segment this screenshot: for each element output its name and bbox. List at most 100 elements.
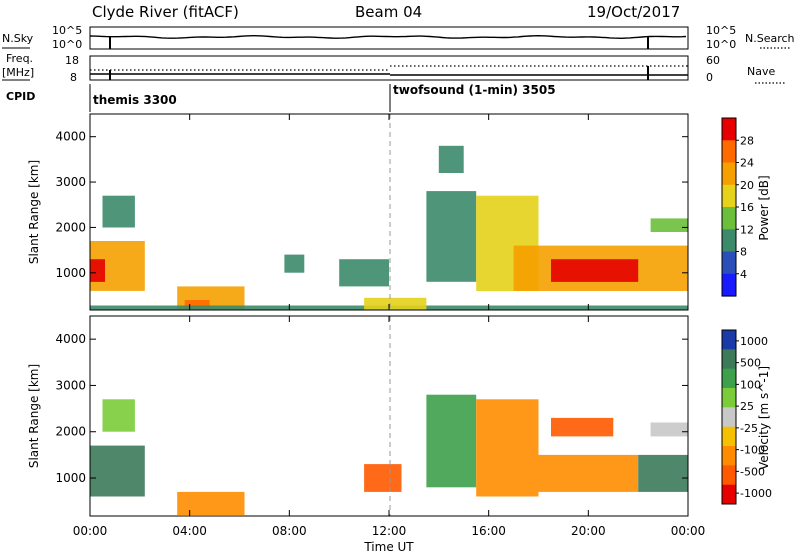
power-ytick-label: 3000 xyxy=(55,175,86,189)
power-ylabel: Slant Range [km] xyxy=(27,160,41,264)
velocity-colorbar-swatch xyxy=(722,349,736,370)
velocity-region-4 xyxy=(426,394,477,488)
velocity-colorbar-swatch xyxy=(722,484,736,505)
nsearch-tick-top: 10^5 xyxy=(706,24,736,37)
beam-title: Beam 04 xyxy=(355,3,422,21)
velocity-region-5 xyxy=(476,399,539,497)
velocity-region-3 xyxy=(364,464,402,492)
power-region-13 xyxy=(650,218,688,232)
cpid-label: CPID xyxy=(6,90,35,103)
nsky-tick-bottom: 10^0 xyxy=(52,38,82,51)
power-ytick-label: 2000 xyxy=(55,220,86,234)
x-tick-label: 08:00 xyxy=(272,524,307,538)
freq-panel xyxy=(89,55,689,81)
velocity-y-axis: 1000 2000 3000 4000 xyxy=(55,332,688,485)
nave-tick-bottom: 0 xyxy=(706,71,713,84)
velocity-ytick-label: 1000 xyxy=(55,471,86,485)
freq-label: Freq. xyxy=(6,52,33,65)
power-colorbar-label: Power [dB] xyxy=(757,175,771,240)
power-colorbar-tick-label: 24 xyxy=(740,157,754,170)
velocity-colorbar-tick-label: 100 xyxy=(740,378,761,391)
velocity-colorbar-tick-label: -25 xyxy=(740,422,758,435)
velocity-ytick-label: 3000 xyxy=(55,378,86,392)
x-axis: 00:00 04:00 08:00 12:00 16:00 20:00 00:00 xyxy=(73,114,706,538)
power-colorbar-tick-label: 16 xyxy=(740,201,754,214)
cpid-name-1: themis 3300 xyxy=(93,93,177,107)
velocity-ytick-label: 2000 xyxy=(55,425,86,439)
power-region-1 xyxy=(90,259,105,282)
nsearch-tick-bottom: 10^0 xyxy=(706,38,736,51)
x-tick-label: 00:00 xyxy=(73,524,108,538)
power-colorbar-swatch xyxy=(722,207,736,230)
nsearch-label: N.Search xyxy=(745,32,795,45)
velocity-colorbar-tick-label: 500 xyxy=(740,357,761,370)
velocity-region-0 xyxy=(90,445,145,497)
velocity-region-1 xyxy=(102,399,135,432)
velocity-colorbar-tick-label: 1000 xyxy=(740,335,768,348)
velocity-colorbar-swatch xyxy=(722,446,736,466)
power-colorbar-swatch xyxy=(722,162,736,186)
power-colorbar-tick-label: 8 xyxy=(740,246,747,259)
cpid-name-2: twofsound (1-min) 3505 xyxy=(393,83,556,97)
power-colorbar-swatch xyxy=(722,229,736,253)
power-colorbar-swatch xyxy=(722,184,736,208)
power-colorbar-swatch xyxy=(722,140,736,164)
velocity-region-8 xyxy=(638,454,688,492)
nsky-trace xyxy=(89,34,687,40)
x-tick-label: 12:00 xyxy=(372,524,407,538)
power-colorbar-tick-label: 28 xyxy=(740,134,754,147)
power-colorbar-tick-label: 20 xyxy=(740,179,754,192)
power-ytick-label: 1000 xyxy=(55,266,86,280)
nsky-panel xyxy=(89,26,689,50)
power-region-9 xyxy=(426,191,477,282)
nave-tick-top: 60 xyxy=(706,54,720,67)
freq-tick-top: 18 xyxy=(65,54,79,67)
velocity-colorbar-tick-label: -1000 xyxy=(740,487,772,500)
x-tick-label: 20:00 xyxy=(571,524,606,538)
power-colorbar: 4 8 12 16 20 24 28 xyxy=(721,117,754,297)
velocity-colorbar-swatch xyxy=(722,407,736,428)
power-colorbar-swatch xyxy=(722,118,736,141)
velocity-colorbar-tick-label: -500 xyxy=(740,465,765,478)
power-colorbar-swatch xyxy=(722,273,736,297)
station-title: Clyde River (fitACF) xyxy=(92,3,239,21)
velocity-colorbar-swatch xyxy=(722,330,736,350)
velocity-colorbar-swatch xyxy=(722,426,736,447)
power-region-4 xyxy=(184,300,210,310)
velocity-colorbar-swatch xyxy=(722,368,736,389)
velocity-region-7 xyxy=(551,417,614,437)
x-tick-label: 16:00 xyxy=(471,524,506,538)
velocity-colorbar-swatch xyxy=(722,465,736,486)
x-tick-label: 00:00 xyxy=(671,524,706,538)
power-y-axis: 1000 2000 3000 4000 xyxy=(55,130,688,280)
velocity-colorbar-tick-label: -100 xyxy=(740,444,765,457)
power-colorbar-swatch xyxy=(722,251,736,275)
velocity-colorbar: 1000 500 100 25 -25 -100 -500 -1000 xyxy=(721,329,772,505)
power-region-14 xyxy=(438,145,464,173)
velocity-region-6 xyxy=(538,454,639,492)
velocity-region-9 xyxy=(650,422,688,437)
velocity-ylabel: Slant Range [km] xyxy=(27,364,41,468)
power-ytick-label: 4000 xyxy=(55,130,86,144)
nave-label: Nave xyxy=(747,65,775,78)
velocity-heatmap xyxy=(90,394,688,515)
velocity-colorbar-tick-label: 25 xyxy=(740,400,754,413)
power-region-2 xyxy=(102,195,135,228)
velocity-colorbar-frame xyxy=(721,329,737,505)
velocity-colorbar-label: Velocity [m s^-1] xyxy=(757,366,771,470)
x-tick-label: 04:00 xyxy=(172,524,207,538)
freq-tick-bottom: 8 xyxy=(70,71,77,84)
power-region-12 xyxy=(551,259,639,282)
nsky-label: N.Sky xyxy=(2,32,34,45)
x-axis-label: Time UT xyxy=(363,540,414,554)
velocity-colorbar-swatch xyxy=(722,388,736,408)
freq-unit-label: [MHz] xyxy=(2,66,34,79)
power-region-6 xyxy=(339,259,389,287)
power-colorbar-tick-label: 12 xyxy=(740,223,754,236)
power-heatmap xyxy=(90,145,688,311)
velocity-ytick-label: 4000 xyxy=(55,332,86,346)
velocity-region-2 xyxy=(177,491,245,515)
nsky-tick-top: 10^5 xyxy=(52,24,82,37)
power-region-8 xyxy=(364,297,427,311)
